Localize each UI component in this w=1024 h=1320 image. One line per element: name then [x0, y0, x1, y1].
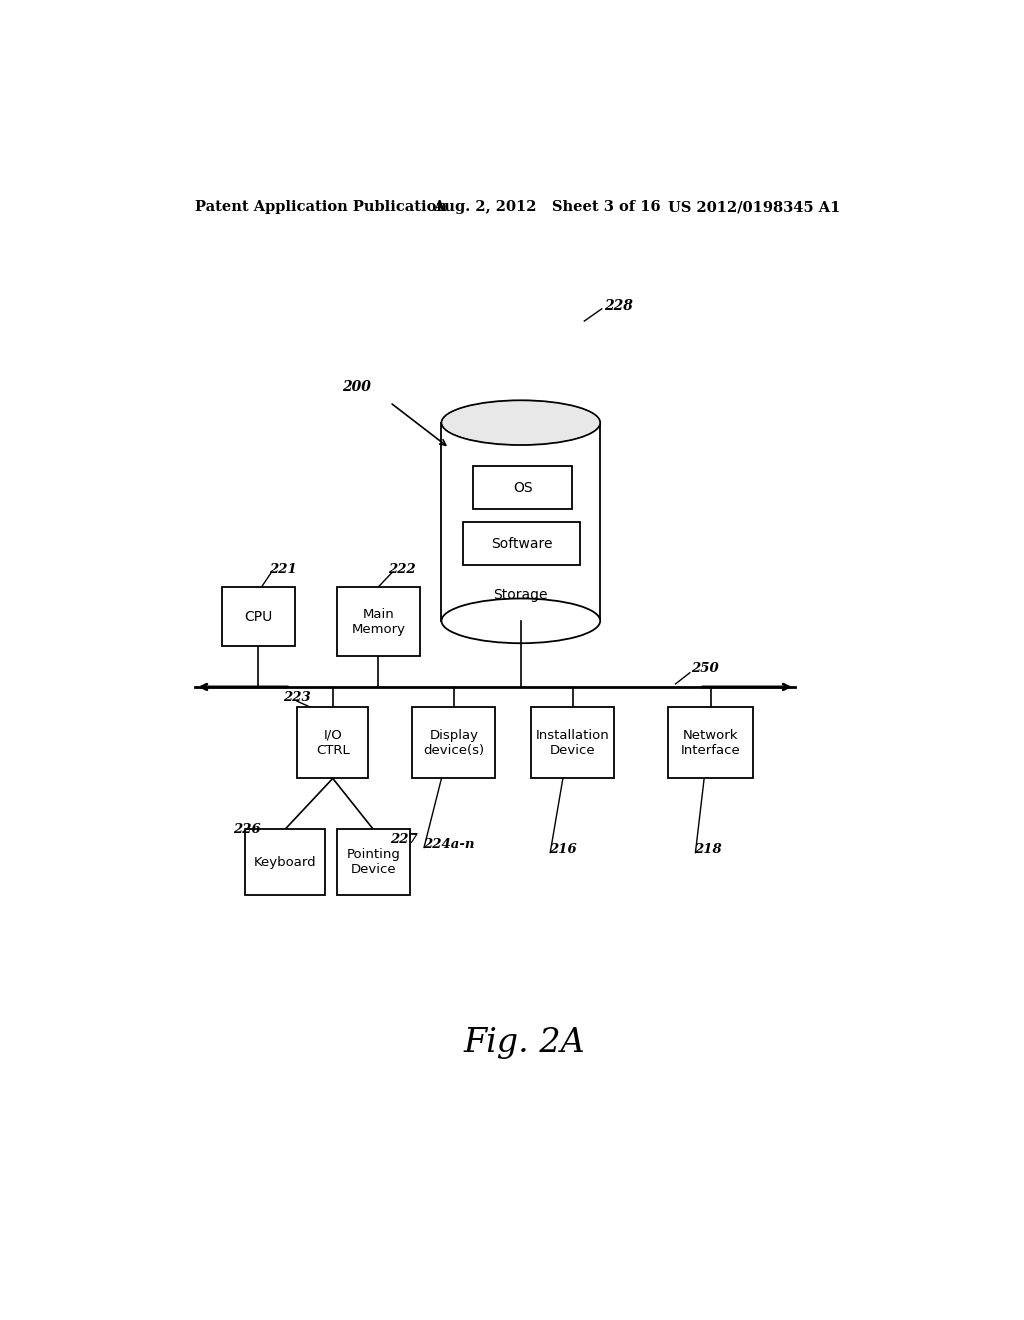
Text: 216: 216: [549, 843, 577, 857]
Text: 224a-n: 224a-n: [423, 838, 475, 851]
Text: Patent Application Publication: Patent Application Publication: [196, 201, 447, 214]
Text: 221: 221: [269, 562, 297, 576]
Text: CPU: CPU: [244, 610, 272, 624]
Text: Network
Interface: Network Interface: [681, 729, 740, 756]
Bar: [441, 422, 600, 620]
Text: I/O
CTRL: I/O CTRL: [315, 729, 349, 756]
Text: Storage: Storage: [494, 589, 548, 602]
FancyBboxPatch shape: [337, 829, 410, 895]
Text: US 2012/0198345 A1: US 2012/0198345 A1: [668, 201, 840, 214]
Ellipse shape: [442, 401, 599, 444]
Text: 226: 226: [232, 822, 260, 836]
Text: 218: 218: [694, 843, 722, 857]
Text: Software: Software: [490, 537, 552, 550]
Text: Aug. 2, 2012   Sheet 3 of 16: Aug. 2, 2012 Sheet 3 of 16: [433, 201, 662, 214]
Text: 223: 223: [284, 690, 311, 704]
FancyBboxPatch shape: [337, 587, 420, 656]
FancyBboxPatch shape: [246, 829, 325, 895]
FancyBboxPatch shape: [531, 708, 614, 779]
Text: 228: 228: [604, 298, 633, 313]
FancyBboxPatch shape: [412, 708, 496, 779]
Text: Display
device(s): Display device(s): [423, 729, 484, 756]
Text: Keyboard: Keyboard: [254, 855, 316, 869]
FancyBboxPatch shape: [473, 466, 572, 510]
Text: Fig. 2A: Fig. 2A: [464, 1027, 586, 1059]
FancyBboxPatch shape: [297, 708, 369, 779]
FancyBboxPatch shape: [668, 708, 754, 779]
Text: 250: 250: [691, 663, 719, 675]
Text: Main
Memory: Main Memory: [351, 609, 406, 636]
FancyBboxPatch shape: [221, 587, 295, 647]
FancyBboxPatch shape: [463, 523, 581, 565]
Text: Pointing
Device: Pointing Device: [346, 849, 400, 876]
Ellipse shape: [441, 598, 600, 643]
Ellipse shape: [441, 400, 600, 445]
Text: 222: 222: [388, 562, 416, 576]
Text: 200: 200: [342, 380, 371, 395]
Text: Installation
Device: Installation Device: [536, 729, 609, 756]
Text: 227: 227: [390, 833, 418, 846]
Text: OS: OS: [513, 480, 532, 495]
